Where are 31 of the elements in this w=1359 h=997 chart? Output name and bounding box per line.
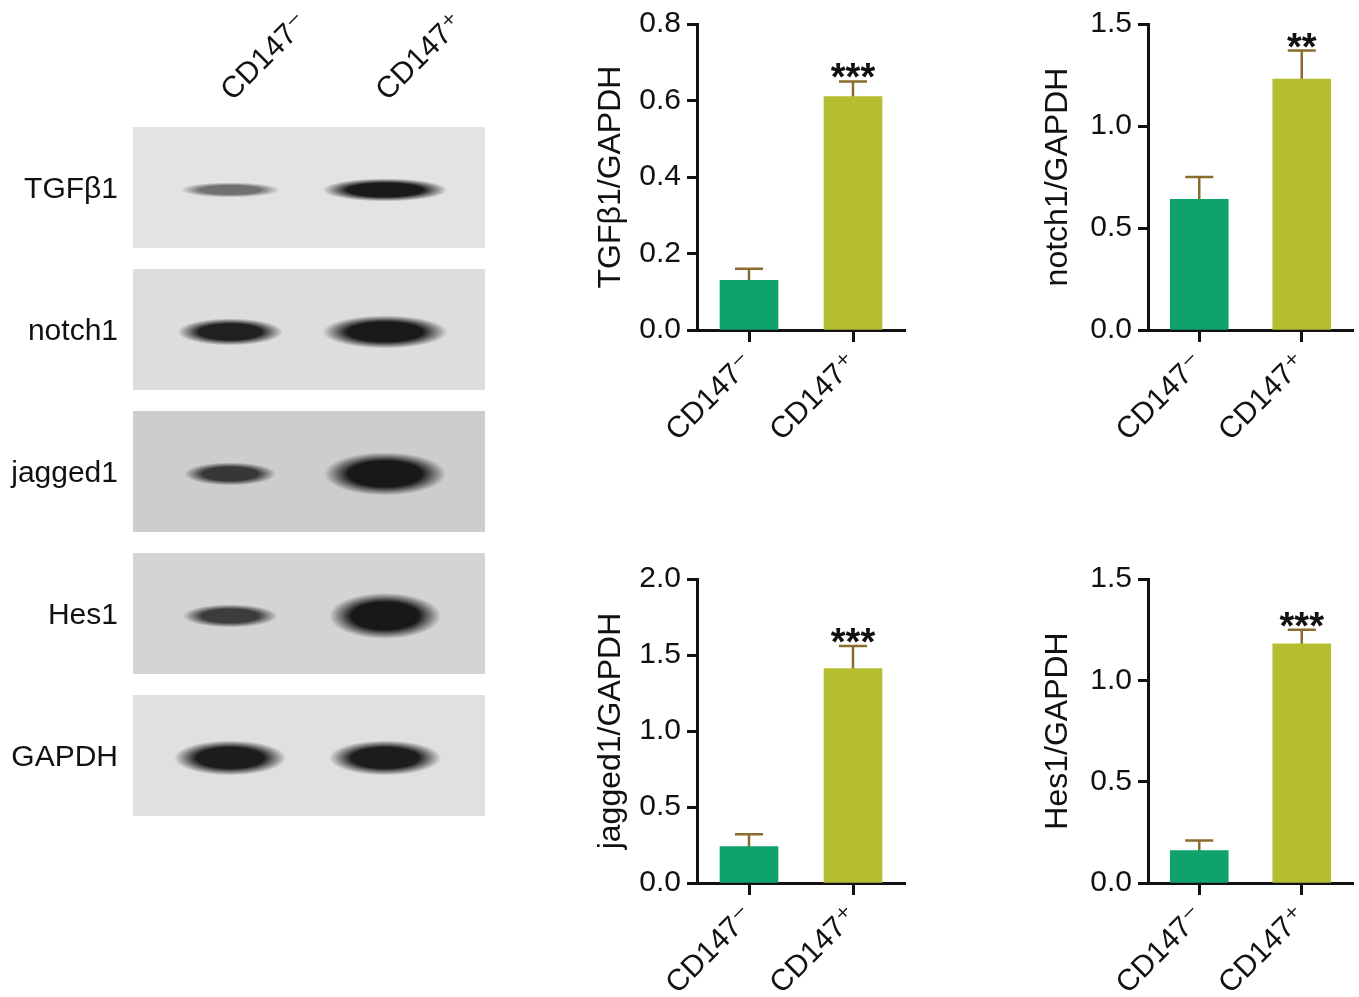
- category-label: TGFβ1: [24, 170, 118, 204]
- y-tick-label: 1.5: [1090, 5, 1132, 39]
- y-tick-label: 1.0: [1090, 661, 1132, 695]
- y-tick-label: 2.0: [639, 560, 681, 594]
- category-label: notch1: [27, 312, 118, 346]
- y-tick-label: 1.5: [1090, 560, 1132, 594]
- y-tick-label: 0.8: [639, 5, 681, 39]
- y-tick-label: 0.0: [1090, 864, 1132, 898]
- y-axis-title: Hes1/GAPDH: [1038, 632, 1075, 830]
- y-axis-title: notch1/GAPDH: [1038, 67, 1075, 287]
- y-tick-label: 0.5: [639, 788, 681, 822]
- y-tick-label: 0.4: [639, 158, 681, 192]
- y-axis-title: TGFβ1/GAPDH: [591, 65, 628, 289]
- y-tick-label: 0.0: [1090, 311, 1132, 345]
- y-tick-label: 1.0: [1090, 107, 1132, 141]
- y-tick-label: 0.2: [639, 234, 681, 268]
- annotation: ***: [830, 620, 876, 663]
- category-label: Hes1: [47, 596, 118, 630]
- category-label: GAPDH: [11, 738, 118, 772]
- y-tick-label: 1.5: [639, 636, 681, 670]
- annotation: ***: [830, 56, 876, 99]
- annotation: ***: [1279, 604, 1325, 647]
- category-label: jagged1: [11, 454, 118, 488]
- y-tick-label: 0.6: [639, 81, 681, 115]
- y-tick-label: 0.5: [1090, 209, 1132, 243]
- annotation: **: [1286, 25, 1317, 68]
- y-tick-label: 1.0: [639, 712, 681, 746]
- y-tick-label: 0.0: [639, 864, 681, 898]
- y-axis-title: jagged1/GAPDH: [591, 612, 628, 851]
- y-tick-label: 0.0: [639, 311, 681, 345]
- y-tick-label: 0.5: [1090, 762, 1132, 796]
